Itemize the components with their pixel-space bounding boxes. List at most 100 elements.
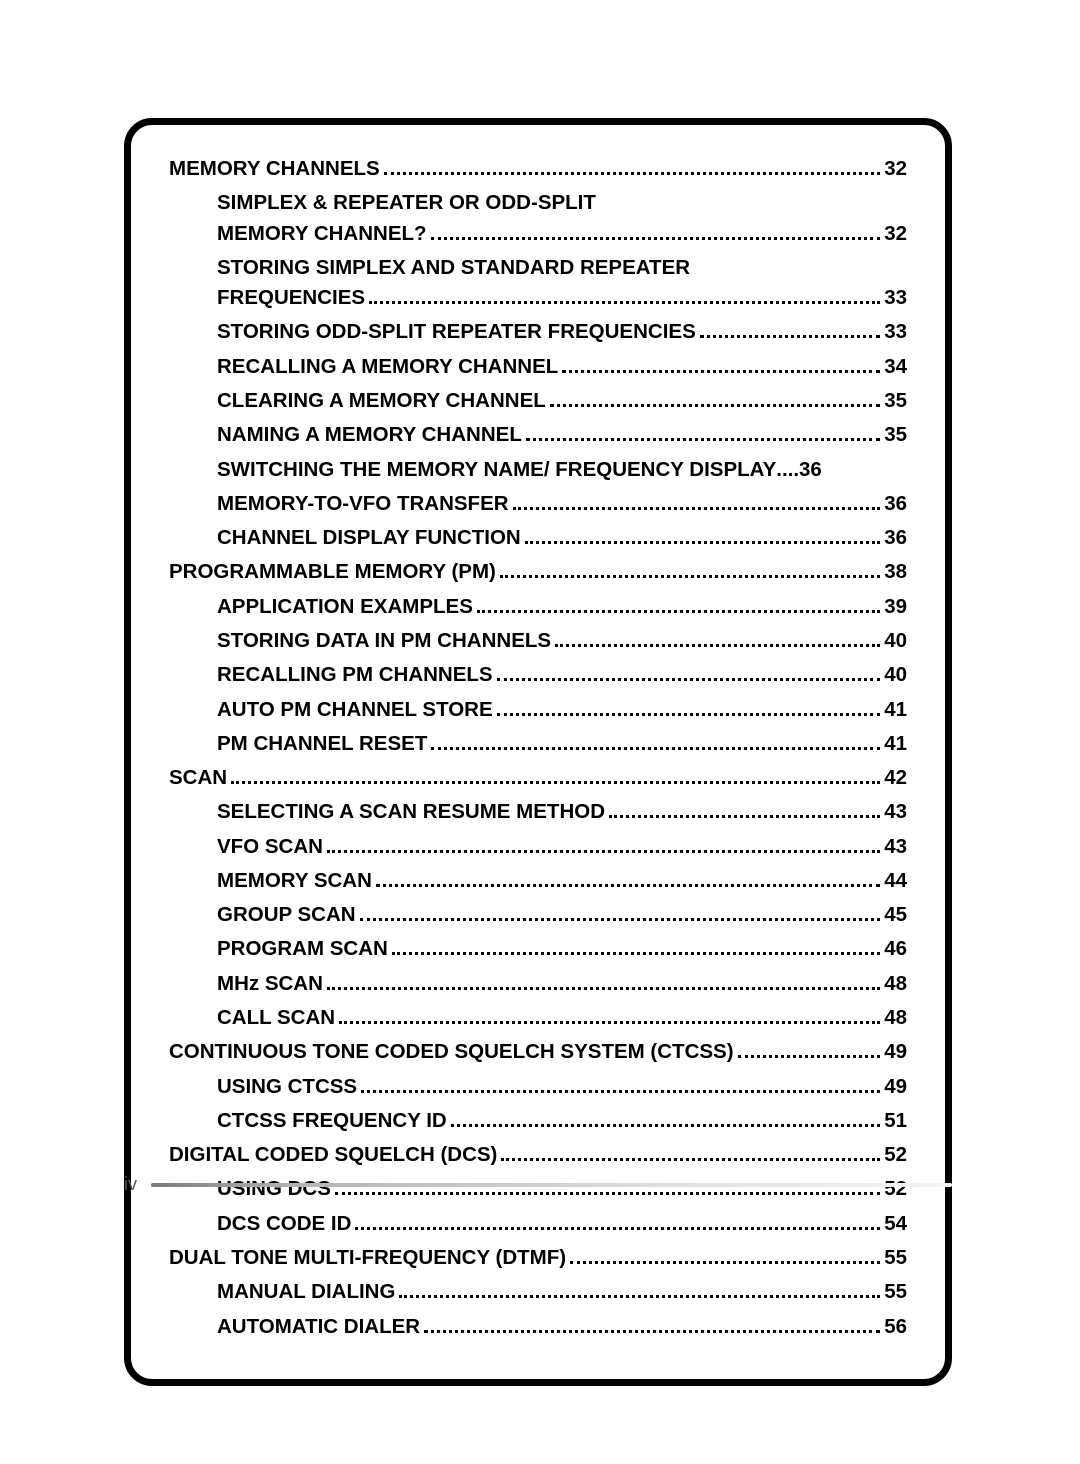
toc-entry: FREQUENCIES33 [217, 284, 907, 312]
toc-entry-wrap: STORING SIMPLEX AND STANDARD REPEATER [217, 254, 907, 282]
toc-entry-label: DCS CODE ID [217, 1210, 351, 1238]
toc-entry: GROUP SCAN 45 [217, 901, 907, 929]
toc-entry-page: 56 [884, 1313, 907, 1341]
toc-leader-dots [392, 937, 880, 955]
toc-entry-page: 38 [884, 558, 907, 586]
toc-entry: PROGRAM SCAN 46 [217, 935, 907, 963]
toc-leader-dots [339, 1006, 880, 1024]
toc-leader-dots [500, 560, 880, 578]
toc-entry-page: 42 [884, 764, 907, 792]
toc-entry-page: 40 [884, 627, 907, 655]
toc-entry-page: 55 [884, 1244, 907, 1272]
footer-rule [151, 1183, 952, 1187]
page-number: iv [124, 1174, 137, 1195]
toc-entry-page: 49 [884, 1038, 907, 1066]
toc-entry-page: ....36 [776, 456, 822, 484]
toc-entry-page: 54 [884, 1210, 907, 1238]
toc-entry: AUTOMATIC DIALER 56 [217, 1313, 907, 1341]
toc-entry-page: 36 [884, 490, 907, 518]
toc-entry-page: 35 [884, 387, 907, 415]
toc-entry-page: 46 [884, 935, 907, 963]
toc-entry: MEMORY CHANNELS 32 [169, 155, 907, 183]
toc-entry: CTCSS FREQUENCY ID 51 [217, 1107, 907, 1135]
toc-leader-dots [361, 1074, 880, 1092]
toc-entry: STORING ODD-SPLIT REPEATER FREQUENCIES33 [217, 318, 907, 346]
toc-entry-label: CHANNEL DISPLAY FUNCTION [217, 524, 521, 552]
page-footer: iv [124, 1174, 952, 1195]
toc-entry-label: PROGRAMMABLE MEMORY (PM) [169, 558, 496, 586]
toc-entry-label: FREQUENCIES [217, 284, 365, 312]
toc-entry-label: MEMORY CHANNEL? [217, 220, 427, 248]
toc-entry-page: 41 [884, 696, 907, 724]
toc-entry-label: STORING ODD-SPLIT REPEATER FREQUENCIES [217, 318, 696, 346]
toc-entry: SWITCHING THE MEMORY NAME/ FREQUENCY DIS… [217, 456, 907, 484]
toc-leader-dots [451, 1108, 880, 1126]
toc-leader-dots [399, 1280, 880, 1298]
toc-entry: MANUAL DIALING 55 [217, 1278, 907, 1306]
toc-entry: DUAL TONE MULTI-FREQUENCY (DTMF) 55 [169, 1244, 907, 1272]
toc-entry-label: STORING DATA IN PM CHANNELS [217, 627, 551, 655]
toc-leader-dots [513, 491, 881, 509]
toc-leader-dots [376, 868, 880, 886]
toc-entry-page: 35 [884, 421, 907, 449]
toc-entry-page: 43 [884, 798, 907, 826]
toc-entry: USING CTCSS49 [217, 1073, 907, 1101]
toc-leader-dots [609, 800, 880, 818]
toc-leader-dots [355, 1211, 880, 1229]
toc-entry-label: USING CTCSS [217, 1073, 357, 1101]
toc-entry-label: RECALLING PM CHANNELS [217, 661, 493, 689]
toc-leader-dots [525, 526, 880, 544]
toc-entry-page: 55 [884, 1278, 907, 1306]
toc-entry: MEMORY CHANNEL?32 [217, 220, 907, 248]
toc-page: MEMORY CHANNELS32SIMPLEX & REPEATER OR O… [124, 118, 952, 1386]
toc-entry-page: 48 [884, 1004, 907, 1032]
toc-entry-label: SELECTING A SCAN RESUME METHOD [217, 798, 605, 826]
toc-entry-label: RECALLING A MEMORY CHANNEL [217, 353, 558, 381]
toc-leader-dots [497, 663, 881, 681]
toc-entry-page: 51 [884, 1107, 907, 1135]
toc-entry-label: GROUP SCAN [217, 901, 356, 929]
toc-frame: MEMORY CHANNELS32SIMPLEX & REPEATER OR O… [124, 118, 952, 1386]
toc-entry-label: AUTO PM CHANNEL STORE [217, 696, 493, 724]
toc-leader-dots [555, 629, 880, 647]
toc-entry-label: SCAN [169, 764, 227, 792]
toc-entry-label: SWITCHING THE MEMORY NAME/ FREQUENCY DIS… [217, 456, 776, 484]
toc-leader-dots [327, 834, 880, 852]
toc-entry: NAMING A MEMORY CHANNEL 35 [217, 421, 907, 449]
toc-leader-dots [360, 903, 881, 921]
toc-leader-dots [700, 320, 880, 338]
toc-entry-label: MEMORY CHANNELS [169, 155, 380, 183]
toc-entry: SELECTING A SCAN RESUME METHOD 43 [217, 798, 907, 826]
toc-entry-page: 45 [884, 901, 907, 929]
toc-entry-label: NAMING A MEMORY CHANNEL [217, 421, 522, 449]
toc-entry-label: AUTOMATIC DIALER [217, 1313, 420, 1341]
toc-entry-page: 41 [884, 730, 907, 758]
toc-leader-dots [526, 423, 880, 441]
toc-entry-label: APPLICATION EXAMPLES [217, 593, 473, 621]
toc-leader-dots [477, 594, 880, 612]
toc-entry-label: DIGITAL CODED SQUELCH (DCS) [169, 1141, 497, 1169]
toc-leader-dots [738, 1040, 881, 1058]
toc-entry-label: CALL SCAN [217, 1004, 335, 1032]
toc-entry-page: 44 [884, 867, 907, 895]
toc-entry: VFO SCAN43 [217, 833, 907, 861]
toc-entry: RECALLING PM CHANNELS40 [217, 661, 907, 689]
toc-leader-dots [562, 354, 880, 372]
toc-entry-page: 32 [884, 155, 907, 183]
toc-leader-dots [570, 1246, 880, 1264]
toc-entry-page: 43 [884, 833, 907, 861]
toc-entry-label: DUAL TONE MULTI-FREQUENCY (DTMF) [169, 1244, 566, 1272]
toc-entry-page: 48 [884, 970, 907, 998]
toc-entry: MEMORY SCAN44 [217, 867, 907, 895]
toc-entry: APPLICATION EXAMPLES 39 [217, 593, 907, 621]
toc-entry: CLEARING A MEMORY CHANNEL35 [217, 387, 907, 415]
toc-entry-label: PROGRAM SCAN [217, 935, 388, 963]
toc-leader-dots [384, 157, 880, 175]
toc-entry-label: CTCSS FREQUENCY ID [217, 1107, 447, 1135]
toc-entry-label: PM CHANNEL RESET [217, 730, 427, 758]
toc-list: MEMORY CHANNELS32SIMPLEX & REPEATER OR O… [169, 155, 907, 1341]
toc-entry-label: MANUAL DIALING [217, 1278, 395, 1306]
toc-entry-page: 39 [884, 593, 907, 621]
toc-entry: CHANNEL DISPLAY FUNCTION 36 [217, 524, 907, 552]
toc-entry-page: 36 [884, 524, 907, 552]
